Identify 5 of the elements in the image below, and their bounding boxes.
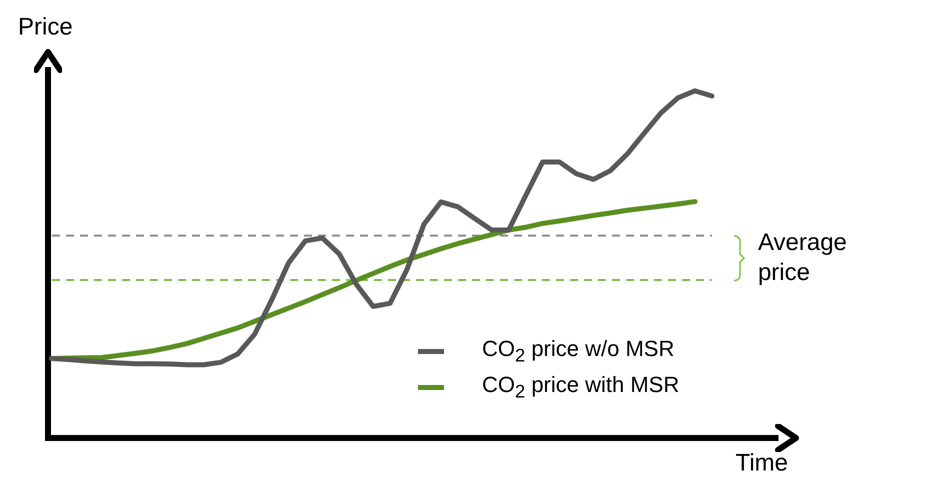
text: Average price [758, 228, 848, 288]
legend-label: CO$_{2}$ price with MSR [482, 372, 680, 402]
y-axis-title: Price [18, 14, 73, 41]
legend-label: CO$_{2}$ price w/o MSR [482, 336, 674, 366]
x-axis-title: Time [736, 450, 788, 477]
